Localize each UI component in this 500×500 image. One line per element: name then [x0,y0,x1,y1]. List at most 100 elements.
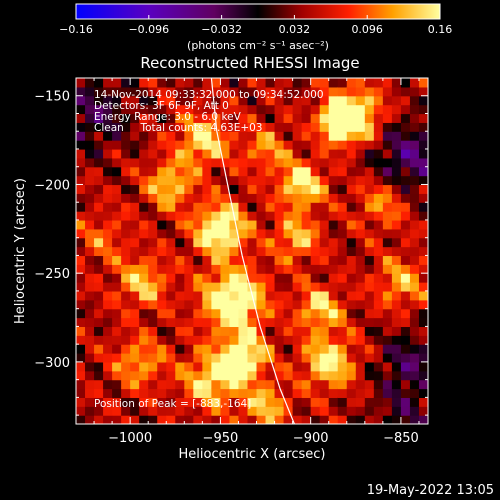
heatmap-cell [265,211,276,221]
heatmap-cell [301,193,312,203]
heatmap-cell [409,317,420,328]
heatmap-cell [319,193,330,203]
heatmap-cell [292,219,303,230]
heatmap-cell [382,317,393,328]
heatmap-cell [85,282,95,292]
heatmap-cell [292,148,303,159]
heatmap-cell [292,193,303,203]
heatmap-cell [103,193,113,203]
heatmap-cell [310,131,321,141]
heatmap-cell [391,406,402,416]
heatmap-cell [166,211,176,221]
heatmap-cell [76,273,86,283]
heatmap-cell [355,379,366,390]
heatmap-cell [355,219,366,230]
heatmap-cell [193,175,203,186]
heatmap-cell [184,290,194,301]
heatmap-cell [229,202,240,212]
heatmap-cell [202,344,212,354]
heatmap-cell [220,237,231,248]
heatmap-cell [229,317,240,328]
heatmap-cell [247,86,258,97]
heatmap-cell [274,308,285,319]
heatmap-cell [166,193,176,203]
heatmap-cell [274,273,285,283]
heatmap-cell [103,282,113,292]
heatmap-cell [94,370,104,381]
heatmap-cell [76,397,86,407]
heatmap-cell [364,308,375,319]
heatmap-cell [364,344,375,354]
heatmap-cell [103,353,113,363]
heatmap-cell [328,361,339,372]
heatmap-cell [238,406,249,416]
heatmap-cell [256,157,267,168]
heatmap-cell [229,361,240,372]
heatmap-cell [103,246,113,257]
heatmap-cell [319,246,330,257]
heatmap-cell [364,78,375,88]
heatmap-cell [265,264,276,274]
heatmap-cell [274,202,285,212]
heatmap-cell [391,228,402,239]
heatmap-cell [301,397,312,407]
heatmap-cell [382,193,393,203]
heatmap-cell [247,157,258,168]
heatmap-cell [103,388,113,398]
heatmap-cell [166,264,176,274]
heatmap-cell [418,104,428,115]
heatmap-cell [256,335,267,345]
heatmap-cell [139,228,149,239]
heatmap-cell [382,175,393,186]
heatmap-cell [337,406,348,416]
heatmap-cell [202,379,212,390]
heatmap-cell [400,184,411,194]
heatmap-cell [391,317,402,328]
heatmap-cell [283,379,294,390]
heatmap-cell [202,157,212,168]
heatmap-cell [346,406,357,416]
heatmap-cell [400,140,411,150]
heatmap-cell [76,370,86,381]
heatmap-cell [184,95,194,106]
heatmap-cell [76,131,86,141]
heatmap-cell [193,219,203,230]
heatmap-cell [211,282,222,292]
heatmap-cell [139,140,149,150]
heatmap-cell [373,140,384,150]
heatmap-cell [103,326,113,336]
heatmap-cell [112,415,122,424]
heatmap-cell [157,86,167,97]
heatmap-cell [283,237,294,248]
heatmap-cell [130,95,140,106]
heatmap-cell [265,344,276,354]
heatmap-cell [166,415,176,424]
heatmap-cell [247,299,258,310]
heatmap-cell [418,175,428,186]
colorbar-units-label: (photons cm⁻² s⁻¹ asec⁻²) [187,39,329,52]
heatmap-cell [229,148,240,159]
heatmap-cell [274,353,285,363]
heatmap-cell [157,95,167,106]
heatmap-cell [265,175,276,186]
heatmap-cell [193,113,203,123]
heatmap-cell [166,175,176,186]
heatmap-cell [256,246,267,257]
heatmap-cell [130,148,140,159]
heatmap-cell [121,379,131,390]
heatmap-cell [301,78,312,88]
heatmap-cell [85,326,95,336]
heatmap-cell [220,415,231,424]
heatmap-cell [166,255,176,265]
heatmap-cell [310,361,321,372]
heatmap-cell [328,228,339,239]
heatmap-cell [238,326,249,336]
heatmap-cell [121,388,131,398]
heatmap-cell [346,157,357,168]
heatmap-cell [409,131,420,141]
heatmap-cell [76,95,86,106]
heatmap-cell [238,264,249,274]
heatmap-cell [85,246,95,257]
heatmap-cell [328,335,339,345]
heatmap-cell [193,308,203,319]
